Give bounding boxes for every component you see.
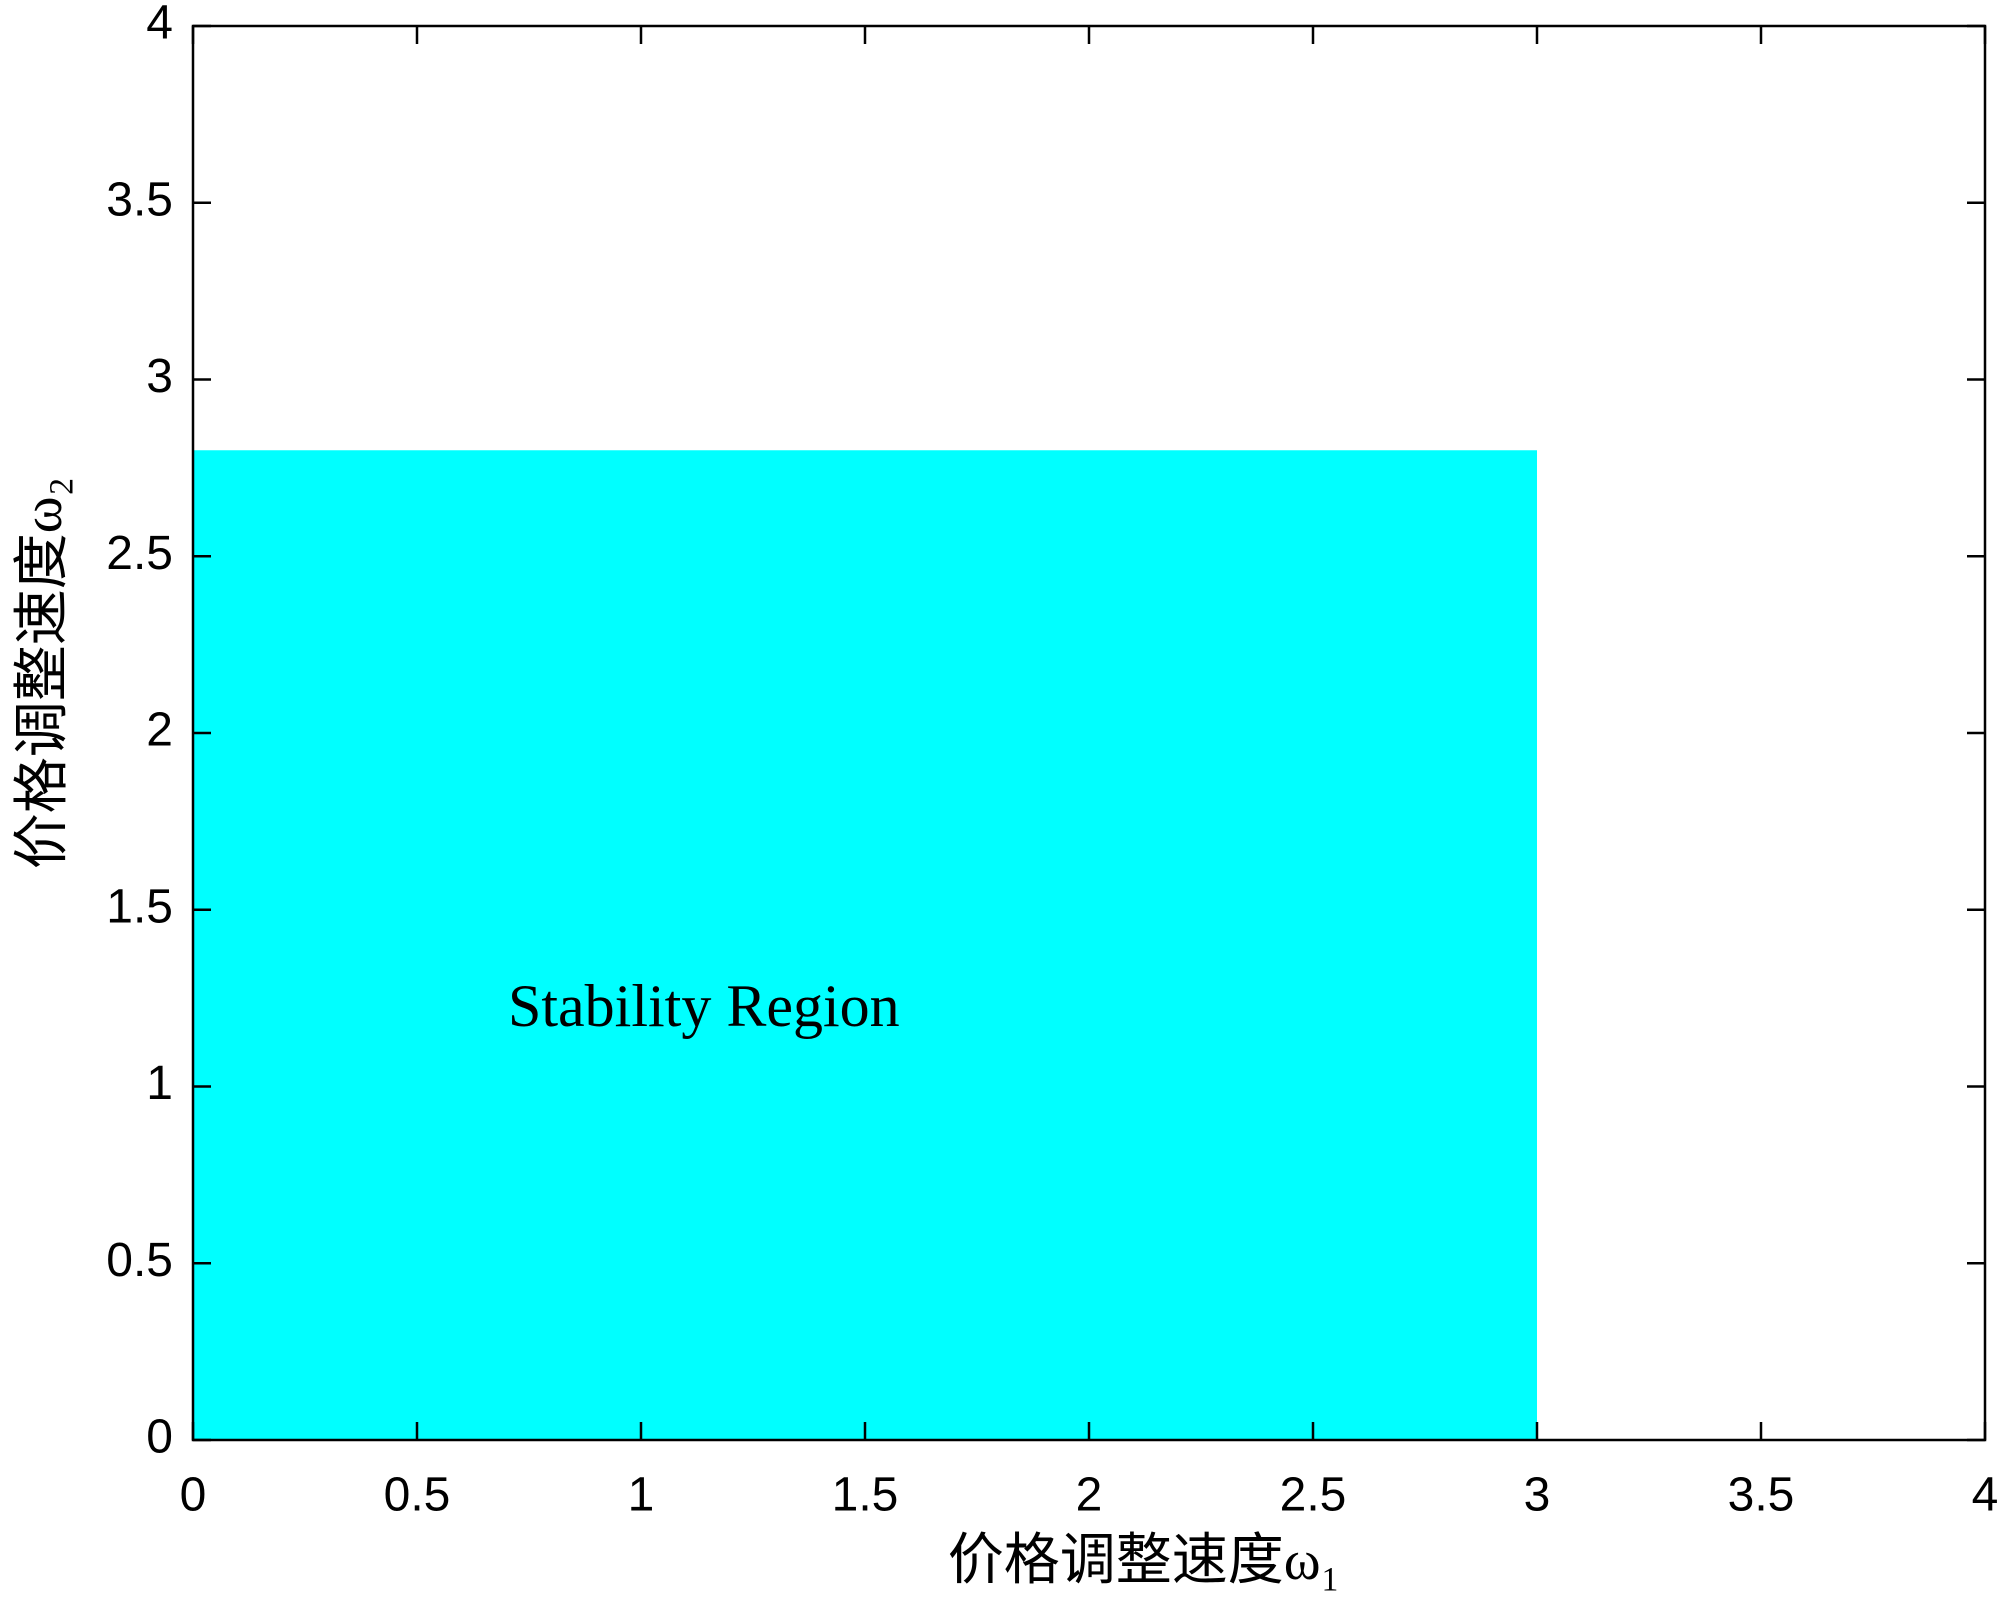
x-tick-label: 2.5 [1280, 1469, 1347, 1522]
x-tick-label: 2 [1076, 1469, 1103, 1522]
y-tick-label: 0 [146, 1411, 173, 1464]
x-tick-label: 3 [1524, 1469, 1551, 1522]
x-tick-label: 3.5 [1728, 1469, 1795, 1522]
y-tick-label: 3 [146, 350, 173, 403]
x-tick-label: 0 [180, 1469, 207, 1522]
x-tick-label: 1.5 [832, 1469, 899, 1522]
y-tick-label: 3.5 [106, 173, 173, 226]
y-tick-label: 2.5 [106, 527, 173, 580]
x-axis-label: 价格调整速度ω₁ [948, 1530, 1340, 1592]
y-tick-label: 1 [146, 1057, 173, 1110]
y-tick-label: 4 [146, 0, 173, 50]
y-axis-label: 价格调整速度ω₂ [12, 477, 74, 869]
y-tick-label: 0.5 [106, 1234, 173, 1287]
y-tick-label: 1.5 [106, 880, 173, 933]
x-tick-label: 4 [1972, 1469, 1999, 1522]
x-tick-label: 1 [628, 1469, 655, 1522]
x-tick-label: 0.5 [384, 1469, 451, 1522]
area [193, 450, 1537, 1440]
y-tick-label: 2 [146, 704, 173, 757]
annotation: Stability Region [508, 973, 900, 1039]
